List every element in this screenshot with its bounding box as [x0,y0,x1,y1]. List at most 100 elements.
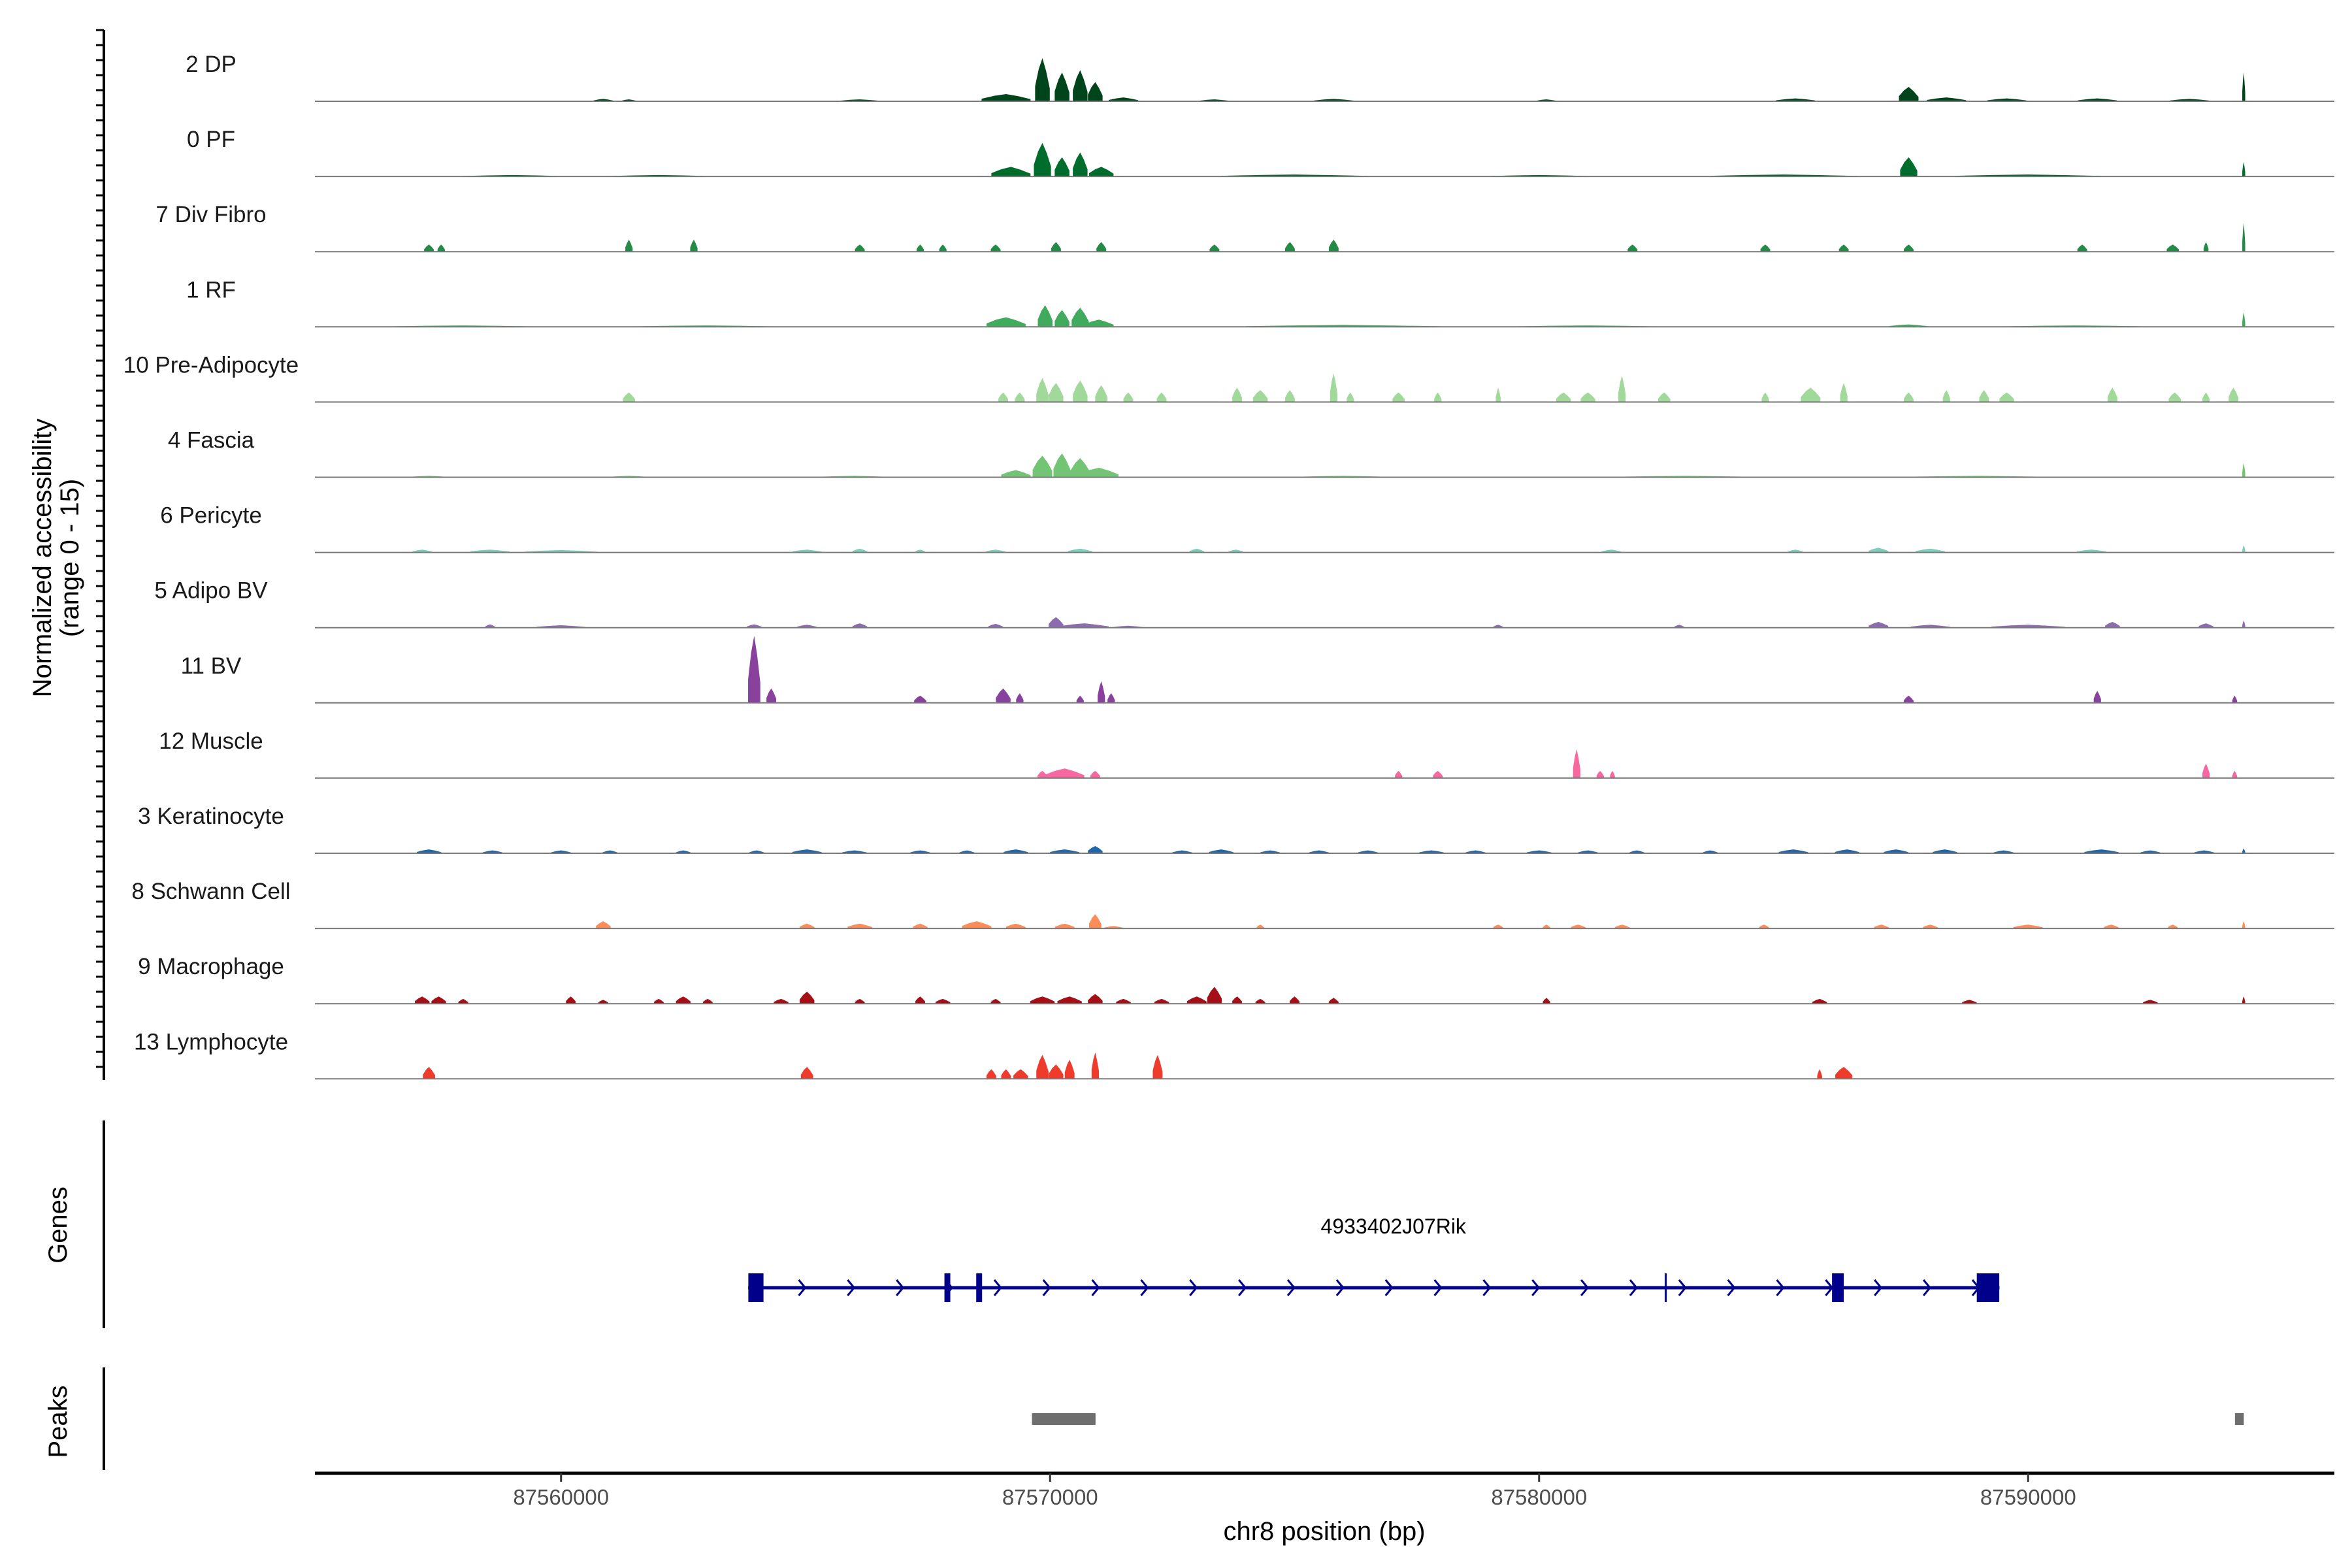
coverage-peak [2203,242,2209,252]
coverage-peak [1152,1054,1163,1079]
coverage-peak [797,625,817,628]
track-label: 3 Keratinocyte [138,804,284,829]
coverage-peak [1493,625,1503,628]
coverage-peak [1759,924,1769,929]
coverage-peak [1571,924,1586,929]
coverage-peak [2242,223,2246,252]
coverage-peak [1060,623,1109,628]
coverage-peak [1904,695,1914,703]
coverage-peak [2242,73,2246,101]
coverage-peak [566,996,576,1004]
coverage-peak [1465,850,1486,853]
coverage-peak [1392,392,1405,402]
gene-exon [976,1273,983,1302]
coverage-peak [625,239,633,252]
coverage-peak [1053,453,1071,478]
strand-arrow-icon [847,1279,856,1296]
coverage-peak [1260,850,1281,853]
coverage-peak [1284,390,1295,402]
coverage-peak [2242,312,2246,327]
coverage-peak [1001,1069,1011,1079]
coverage-peak [852,548,868,553]
coverage-peak [1116,998,1131,1004]
strand-arrow-icon [896,1279,905,1296]
coverage-peak [423,1066,435,1079]
coverage-peak [855,244,865,252]
coverage-peak [1037,770,1048,778]
coverage-peak [1034,142,1051,177]
coverage-peak [990,244,1001,252]
coverage-peak [1073,380,1088,402]
peak-region [2234,1413,2244,1425]
peak-region [1032,1413,1096,1425]
strand-arrow-icon [1727,1279,1736,1296]
coverage-peak [1109,97,1138,101]
coverage-peak [470,549,510,553]
coverage-peak [1330,373,1337,402]
coverage-peak [1015,392,1025,402]
coverage-peak [1556,392,1571,402]
coverage-peak [1073,152,1088,177]
coverage-peak [1601,549,1622,553]
coverage-peak [414,996,430,1004]
coverage-peak [1284,242,1295,252]
track-label: 5 Adipo BV [154,578,268,604]
coverage-peak [1900,157,1918,177]
coverage-peak [914,695,926,703]
coverage-peak [2143,1000,2158,1004]
coverage-peak [2168,392,2181,402]
coverage-peak [2166,244,2180,252]
coverage-peak [1835,849,1860,853]
coverage-peak [847,923,872,929]
coverage-peak [998,392,1009,402]
coverage-peak [1999,392,2014,402]
coverage-peak [962,921,992,929]
coverage-peak [1543,924,1550,929]
coverage-peak [915,996,925,1004]
x-tick-label: 87580000 [1491,1485,1587,1509]
gene-label: 4933402J07Rik [1321,1215,1467,1238]
coverage-peak [1596,770,1604,778]
coverage-peak [2242,463,2246,478]
coverage-peak [1835,1066,1853,1079]
coverage-peak [1433,770,1443,778]
coverage-peak [1054,310,1070,327]
track-label: 10 Pre-Adipocyte [123,352,299,378]
track-label: 6 Pericyte [160,503,262,529]
coverage-peak [1910,625,1950,628]
track-label: 4 Fascia [168,428,255,453]
coverage-peak [939,244,947,252]
strand-arrow-icon [1091,1279,1100,1296]
coverage-peak [1035,58,1050,101]
coverage-peak [1189,548,1205,553]
coverage-peak [1088,82,1103,101]
coverage-peak [2107,387,2117,402]
coverage-peak [598,1000,608,1004]
x-tick-label: 87590000 [1980,1485,2076,1509]
coverage-peak [1578,850,1598,853]
strand-arrow-icon [993,1279,1002,1296]
coverage-peak [1091,1052,1100,1079]
coverage-peak [1064,1059,1075,1079]
coverage-peak [551,850,571,853]
coverage-peak [1049,1064,1064,1079]
track-2-dp: 2 DP [186,52,2334,102]
coverage-peak [1927,97,1967,101]
coverage-peak [2232,770,2238,778]
coverage-peak [1089,914,1102,929]
coverage-peak [1001,470,1031,478]
coverage-peak [1923,924,1938,929]
coverage-peak [986,317,1026,327]
strand-arrow-icon [1531,1279,1541,1296]
coverage-peak [910,850,930,853]
coverage-peak [1347,392,1354,402]
strand-arrow-icon [1776,1279,1785,1296]
strand-arrow-icon [1678,1279,1687,1296]
coverage-peak [690,239,698,252]
strand-arrow-icon [1335,1279,1345,1296]
coverage-peak [1627,244,1638,252]
coverage-peak [1812,998,1827,1004]
coverage-peak [800,923,815,929]
gene-exon [1665,1273,1667,1302]
strand-arrow-icon [1922,1279,1932,1296]
